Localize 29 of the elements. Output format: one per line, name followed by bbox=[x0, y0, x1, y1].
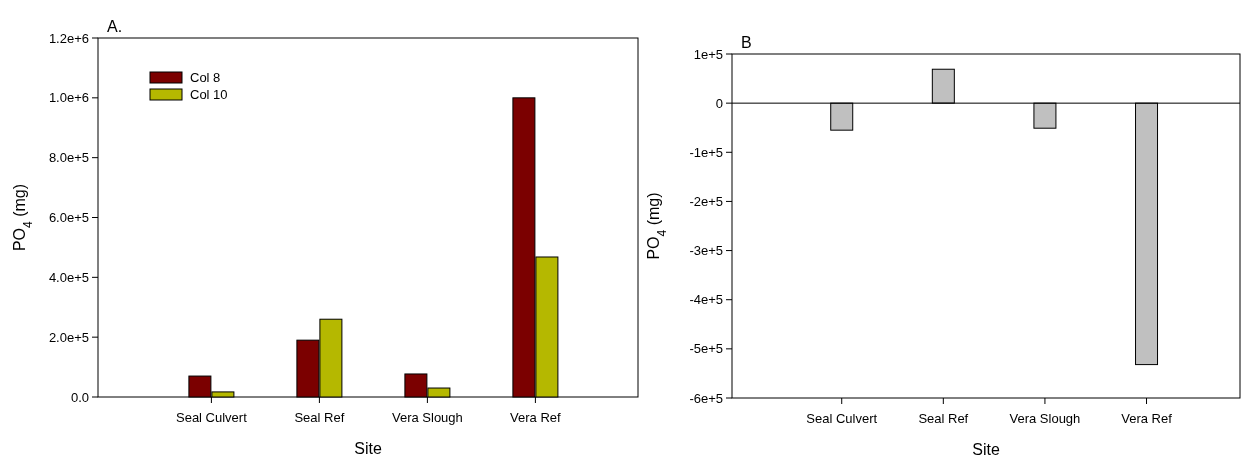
chart-title: A. bbox=[107, 18, 123, 35]
y-tick-label: 4.0e+5 bbox=[48, 269, 89, 285]
chart-title: B bbox=[741, 34, 752, 51]
y-tick-label: -4e+5 bbox=[689, 292, 723, 308]
x-tick-label: Seal Ref bbox=[294, 410, 345, 425]
y-tick-label: 2.0e+5 bbox=[48, 329, 89, 345]
y-tick-label: -1e+5 bbox=[689, 144, 723, 160]
legend-label: Col 10 bbox=[190, 87, 228, 102]
x-tick-label: Vera Ref bbox=[1121, 411, 1173, 426]
y-tick-label: -6e+5 bbox=[689, 390, 723, 406]
y-tick-label: 1.2e+6 bbox=[48, 30, 89, 46]
legend-label: Col 8 bbox=[190, 70, 221, 85]
x-axis-title: Site bbox=[972, 441, 1000, 457]
x-tick-label: Vera Ref bbox=[510, 410, 562, 425]
y-tick-label: 6.0e+5 bbox=[48, 210, 89, 226]
x-tick-label: Vera Slough bbox=[1009, 411, 1081, 426]
x-tick-label: Seal Ref bbox=[918, 411, 969, 426]
x-axis-title: Site bbox=[354, 440, 382, 457]
y-tick-label: -3e+5 bbox=[689, 243, 723, 259]
y-tick-label: -5e+5 bbox=[689, 341, 723, 357]
x-tick-label: Vera Slough bbox=[391, 410, 463, 425]
y-tick-label: 1e+5 bbox=[693, 46, 723, 62]
y-tick-label: 0 bbox=[715, 95, 723, 111]
y-tick-label: 8.0e+5 bbox=[48, 150, 89, 166]
x-tick-label: Seal Culvert bbox=[175, 410, 248, 425]
y-tick-label: -2e+5 bbox=[689, 193, 723, 209]
x-tick-label: Seal Culvert bbox=[806, 411, 878, 426]
y-tick-label: 1.0e+6 bbox=[48, 90, 89, 106]
y-tick-label: 0.0 bbox=[70, 389, 89, 405]
